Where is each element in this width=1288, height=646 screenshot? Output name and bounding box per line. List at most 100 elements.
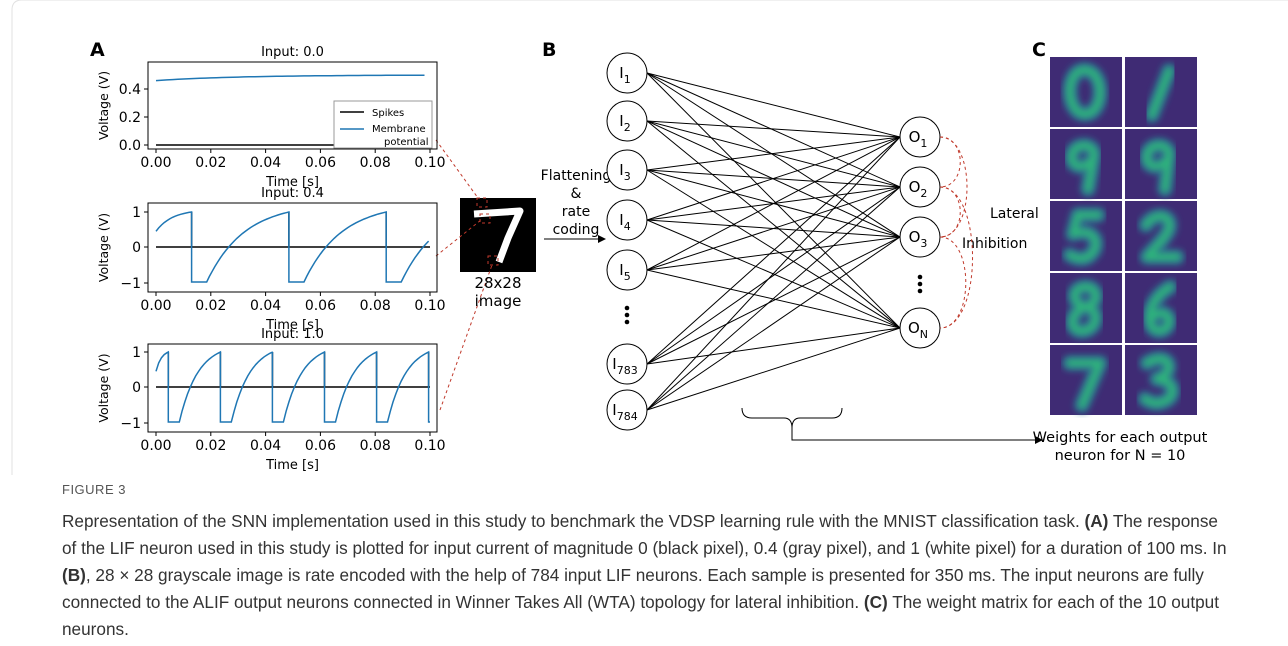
legend-label: potential bbox=[384, 137, 428, 148]
connection bbox=[647, 73, 900, 237]
x-tick-label: 0.04 bbox=[250, 298, 281, 314]
connection bbox=[647, 187, 900, 364]
weight-map bbox=[1125, 129, 1197, 199]
neuron-letter: O bbox=[909, 228, 921, 246]
figure: A B C 28x28 image Flattening & rate codi… bbox=[0, 0, 1288, 476]
x-tick-label: 0.06 bbox=[305, 155, 336, 171]
neuron-index: 3 bbox=[920, 237, 927, 250]
page: A B C 28x28 image Flattening & rate codi… bbox=[0, 0, 1288, 646]
ellipsis-dot bbox=[918, 275, 923, 280]
x-tick-label: 0.10 bbox=[414, 298, 445, 314]
y-tick-label: 0 bbox=[132, 240, 141, 256]
inhibition-arc bbox=[940, 187, 960, 237]
connection bbox=[647, 237, 900, 270]
ellipsis-dot bbox=[625, 313, 630, 318]
x-tick-label: 0.04 bbox=[250, 155, 281, 171]
weight-map bbox=[1050, 273, 1122, 343]
weight-map bbox=[1050, 201, 1122, 271]
neuron-index: N bbox=[920, 328, 928, 341]
caption-text: Representation of the SNN implementation… bbox=[62, 511, 1085, 531]
weights-caption: neuron for N = 10 bbox=[1055, 448, 1186, 464]
plot-title: Input: 0.4 bbox=[261, 186, 324, 201]
connection bbox=[647, 121, 900, 137]
neuron-index: 1 bbox=[920, 137, 927, 150]
brace bbox=[742, 408, 842, 428]
weight-map bbox=[1050, 129, 1122, 199]
x-tick-label: 0.00 bbox=[140, 438, 171, 454]
encoding-text: & bbox=[571, 186, 582, 202]
legend-label: Spikes bbox=[372, 108, 404, 119]
neuron-letter: O bbox=[908, 319, 920, 337]
connection bbox=[647, 73, 900, 328]
panel-label: A bbox=[90, 39, 105, 61]
x-tick-label: 0.00 bbox=[140, 155, 171, 171]
neuron-index: 1 bbox=[624, 73, 631, 86]
x-tick-label: 0.08 bbox=[360, 298, 391, 314]
x-axis-label: Time [s] bbox=[265, 458, 319, 473]
weight-map bbox=[1125, 273, 1197, 343]
weight-map bbox=[1125, 201, 1197, 271]
x-tick-label: 0.08 bbox=[360, 155, 391, 171]
y-tick-label: −1 bbox=[120, 416, 141, 432]
connection bbox=[647, 237, 900, 410]
neuron-index: 5 bbox=[624, 270, 631, 283]
connection bbox=[647, 187, 900, 410]
spike-trace bbox=[156, 212, 430, 247]
ellipsis-dot bbox=[625, 320, 630, 325]
y-tick-label: 1 bbox=[132, 205, 141, 221]
plot-title: Input: 1.0 bbox=[261, 327, 324, 342]
y-tick-label: 0.2 bbox=[119, 110, 141, 126]
y-axis-label: Voltage (V) bbox=[96, 71, 111, 140]
neuron-index: 784 bbox=[617, 410, 638, 423]
x-tick-label: 0.10 bbox=[414, 438, 445, 454]
ellipsis-dot bbox=[625, 306, 630, 311]
x-tick-label: 0.02 bbox=[195, 298, 226, 314]
connection bbox=[647, 73, 900, 187]
y-tick-label: 0 bbox=[132, 380, 141, 396]
caption-bold: (B) bbox=[62, 565, 86, 585]
plot-title: Input: 0.0 bbox=[261, 45, 324, 60]
membrane-trace bbox=[156, 75, 425, 80]
arrow bbox=[792, 428, 1042, 440]
connection bbox=[647, 121, 900, 328]
y-tick-label: −1 bbox=[120, 276, 141, 292]
caption-bold: (C) bbox=[864, 592, 888, 612]
weight-map bbox=[1125, 57, 1197, 127]
inhibition-arc bbox=[940, 187, 973, 328]
connection bbox=[647, 73, 900, 137]
encoding-text: Flattening bbox=[541, 168, 612, 184]
legend-label: Membrane bbox=[372, 124, 426, 135]
y-tick-label: 1 bbox=[132, 345, 141, 361]
neuron-index: 4 bbox=[624, 220, 631, 233]
x-tick-label: 0.08 bbox=[360, 438, 391, 454]
connection bbox=[647, 187, 900, 270]
figure-label: FIGURE 3 bbox=[62, 482, 126, 497]
weight-map bbox=[1050, 57, 1122, 127]
x-tick-label: 0.02 bbox=[195, 155, 226, 171]
weight-map bbox=[1050, 345, 1122, 415]
x-tick-label: 0.00 bbox=[140, 298, 171, 314]
x-tick-label: 0.10 bbox=[414, 155, 445, 171]
connection bbox=[647, 137, 900, 170]
ellipsis-dot bbox=[918, 289, 923, 294]
neuron-index: 3 bbox=[624, 170, 631, 183]
inhibition-arc bbox=[940, 137, 960, 187]
x-tick-label: 0.06 bbox=[305, 438, 336, 454]
spike-trace bbox=[156, 352, 430, 387]
figure-caption: Representation of the SNN implementation… bbox=[62, 508, 1232, 643]
weights-caption: Weights for each output bbox=[1033, 430, 1208, 446]
x-tick-label: 0.04 bbox=[250, 438, 281, 454]
x-tick-label: 0.02 bbox=[195, 438, 226, 454]
weight-map bbox=[1125, 345, 1197, 415]
inhibition-text: Lateral bbox=[990, 206, 1039, 222]
connection bbox=[647, 170, 900, 328]
connection bbox=[647, 237, 900, 364]
neuron-letter: O bbox=[909, 128, 921, 146]
encoding-text: rate bbox=[562, 204, 590, 220]
neuron-letter: O bbox=[909, 178, 921, 196]
y-axis-label: Voltage (V) bbox=[96, 353, 111, 422]
image-caption: 28x28 bbox=[474, 274, 521, 292]
neuron-index: 783 bbox=[617, 364, 638, 377]
encoding-text: coding bbox=[553, 222, 600, 238]
y-tick-label: 0.0 bbox=[119, 138, 141, 154]
